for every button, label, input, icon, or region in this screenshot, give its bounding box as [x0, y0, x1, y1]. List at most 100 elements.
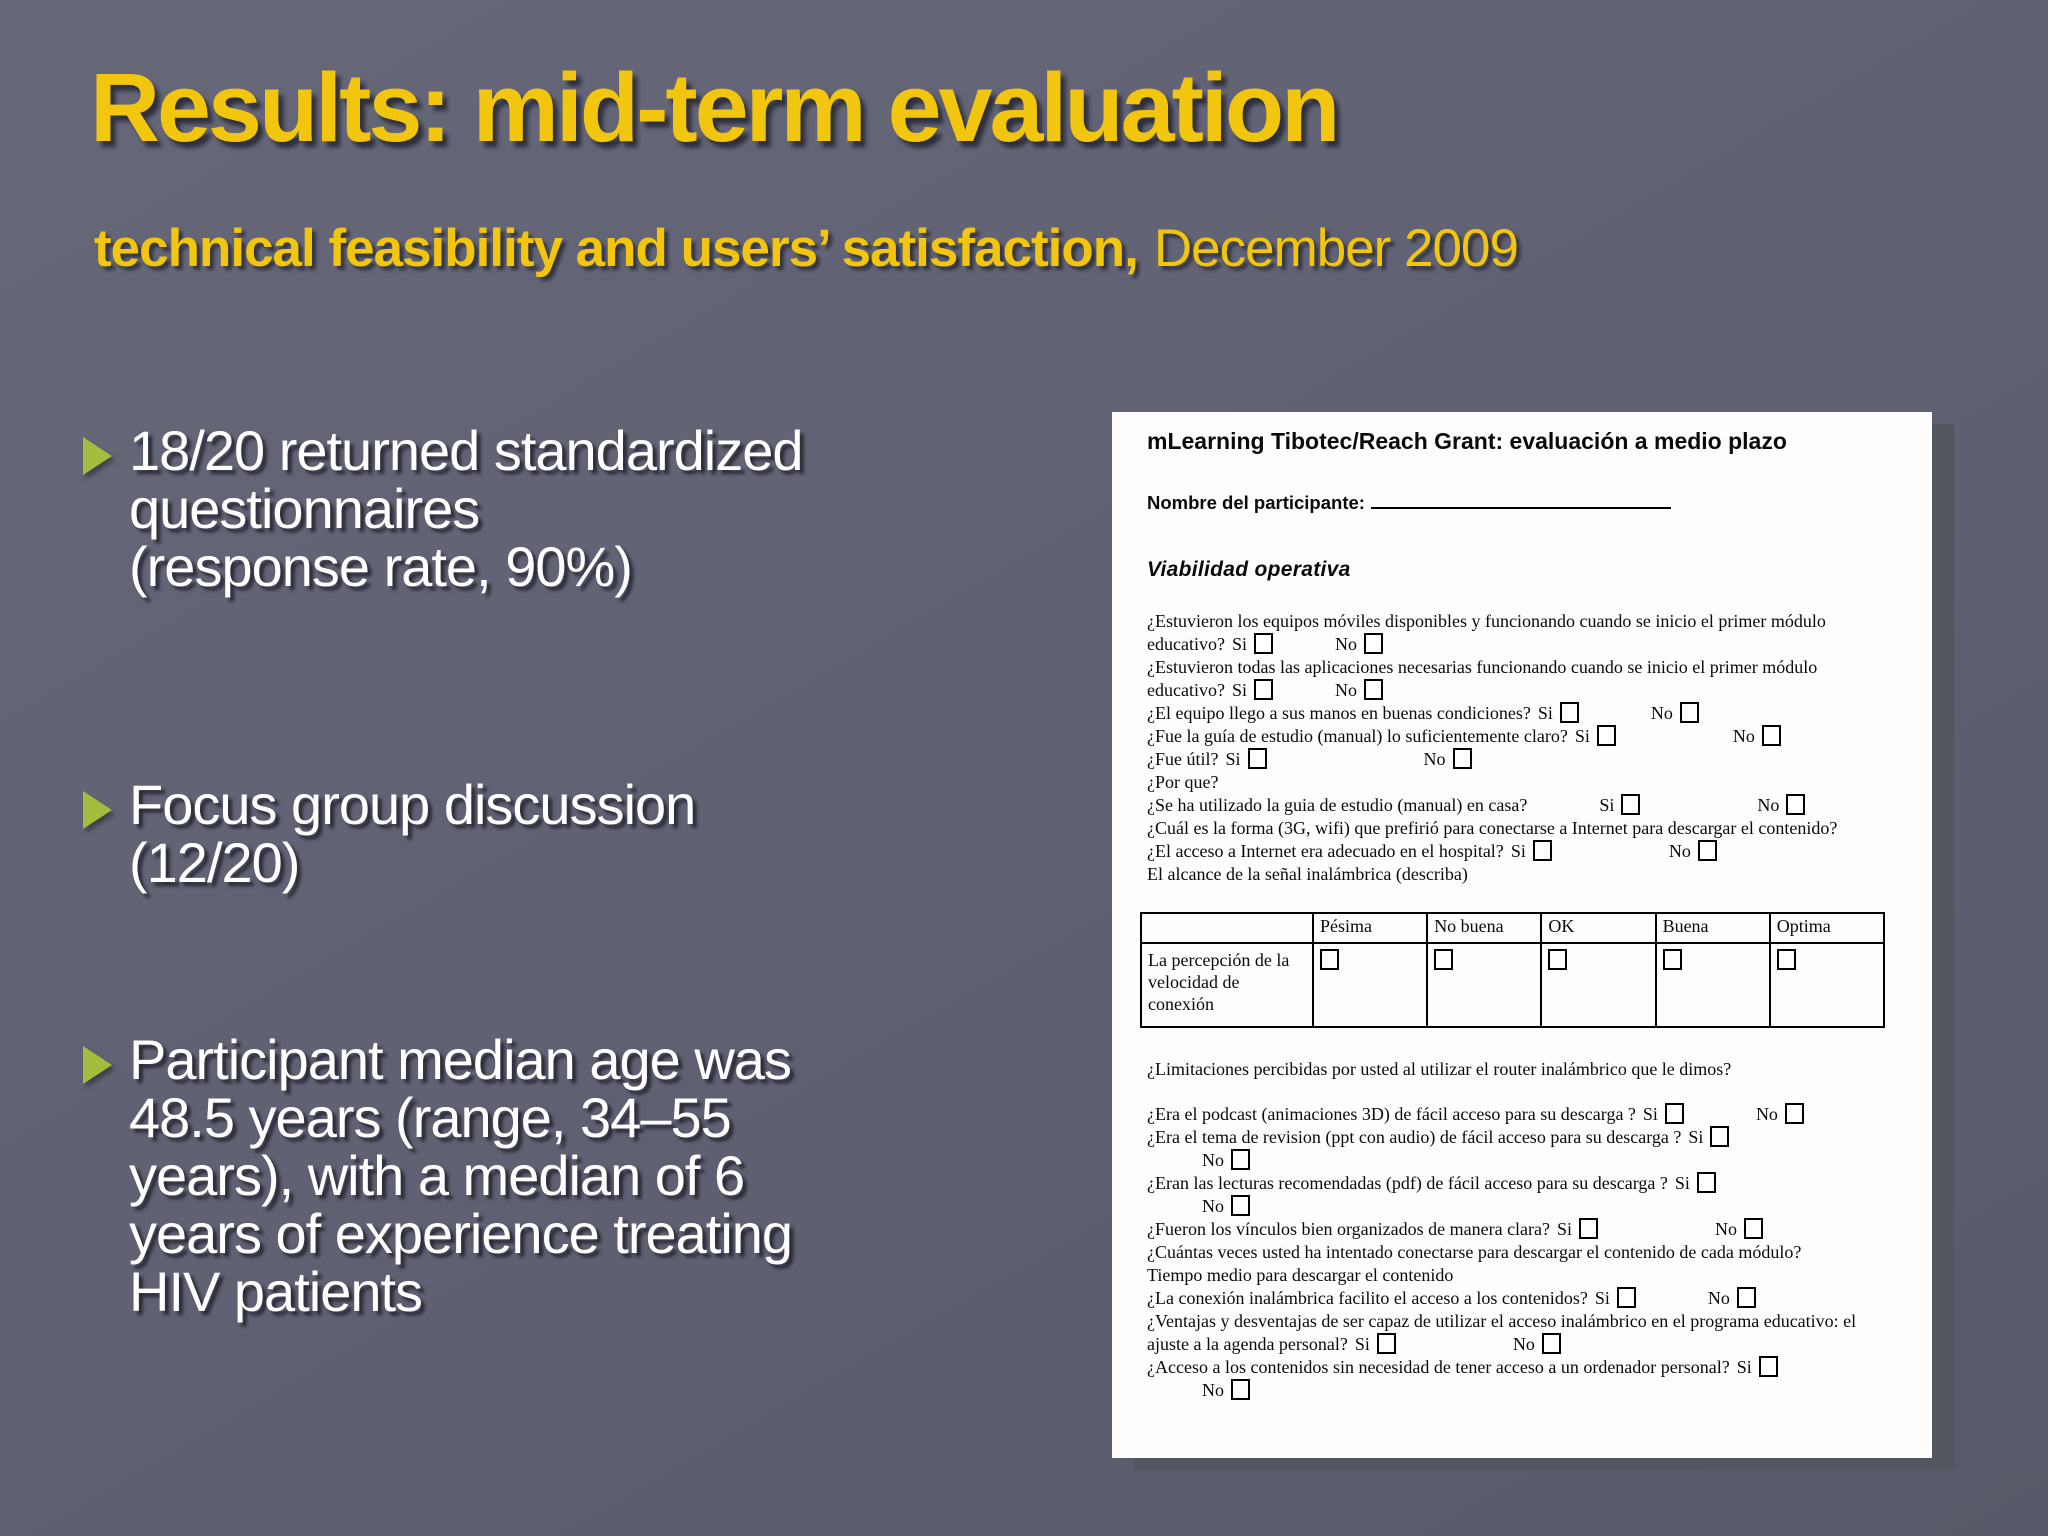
checkbox-icon: [1696, 1172, 1716, 1193]
question: ¿Estuvieron todas las aplicaciones neces…: [1147, 656, 1894, 702]
si-label: Si: [1599, 795, 1615, 815]
rating-table: Pésima No buena OK Buena Optima La perce…: [1140, 912, 1886, 1028]
si-label: Si: [1594, 1288, 1610, 1308]
si-label: Si: [1225, 749, 1241, 769]
question: ¿Eran las lecturas recomendadas (pdf) de…: [1147, 1172, 1894, 1218]
question: ¿Limitaciones percibidas por usted al ut…: [1147, 1058, 1894, 1081]
table-header-cell: [1140, 912, 1314, 944]
no-label: No: [1755, 1104, 1778, 1124]
checkbox-icon: [1776, 949, 1796, 970]
question: ¿Se ha utilizado la guia de estudio (man…: [1147, 794, 1894, 817]
no-label: No: [1512, 1334, 1535, 1354]
slide-subtitle-bold: technical feasibility and users’ satisfa…: [94, 219, 1139, 278]
checkbox-icon: [1786, 794, 1806, 815]
questionnaire-doc: mLearning Tibotec/Reach Grant: evaluació…: [1112, 412, 1932, 1458]
question-text: ¿Se ha utilizado la guia de estudio (man…: [1147, 795, 1528, 815]
table-row: La percepción de la velocidad de conexió…: [1140, 942, 1886, 1028]
question-text: ¿Fueron los vínculos bien organizados de…: [1147, 1219, 1551, 1239]
si-label: Si: [1674, 1173, 1690, 1193]
checkbox-icon: [1679, 702, 1699, 723]
table-header-cell: No buena: [1426, 912, 1543, 944]
checkbox-icon: [1621, 794, 1641, 815]
bullet-line: years), with a median of 6: [129, 1144, 745, 1207]
checkbox-icon: [1744, 1218, 1764, 1239]
question: Tiempo medio para descargar el contenido: [1147, 1264, 1894, 1287]
no-label: No: [1202, 1150, 1224, 1170]
checkbox-icon: [1320, 949, 1339, 970]
bullet-triangle-icon: [83, 437, 112, 475]
question-text: ¿El acceso a Internet era adecuado en el…: [1147, 841, 1504, 861]
checkbox-icon: [1231, 1379, 1250, 1400]
checkbox-icon: [1616, 1287, 1636, 1308]
checkbox-icon: [1532, 840, 1552, 861]
no-label: No: [1202, 1380, 1224, 1400]
slide-subtitle-date: December 2009: [1153, 219, 1519, 278]
question: ¿Cuántas veces usted ha intentado conect…: [1147, 1241, 1894, 1264]
checkbox-icon: [1736, 1287, 1756, 1308]
checkbox-icon: [1710, 1126, 1730, 1147]
question-text: ¿Estuvieron todas las aplicaciones neces…: [1147, 657, 1818, 700]
question-text: ¿Cuál es la forma (3G, wifi) que prefiri…: [1147, 818, 1838, 838]
table-header-cell: OK: [1540, 912, 1657, 944]
table-header-cell: Buena: [1654, 912, 1771, 944]
si-label: Si: [1537, 703, 1553, 723]
question-text: ¿Estuvieron los equipos móviles disponib…: [1147, 611, 1826, 654]
no-label: No: [1732, 726, 1755, 746]
question: El alcance de la señal inalámbrica (desc…: [1147, 863, 1894, 886]
si-label: Si: [1231, 634, 1247, 654]
question: ¿Fue la guía de estudio (manual) lo sufi…: [1147, 725, 1894, 748]
checkbox-icon: [1434, 949, 1454, 970]
no-label: No: [1715, 1219, 1738, 1239]
table-header-cell: Pésima: [1311, 912, 1429, 944]
table-cell: [1654, 942, 1771, 1028]
no-label: No: [1202, 1196, 1224, 1216]
checkbox-icon: [1363, 679, 1383, 700]
question: ¿Fue útil? Si No: [1147, 748, 1894, 771]
slide-subtitle: technical feasibility and users’ satisfa…: [94, 218, 1519, 279]
question: ¿Cuál es la forma (3G, wifi) que prefiri…: [1147, 817, 1894, 840]
question-text: El alcance de la señal inalámbrica (desc…: [1147, 864, 1468, 884]
question: ¿La conexión inalámbrica facilito el acc…: [1147, 1287, 1894, 1310]
question-text: ¿El equipo llego a sus manos en buenas c…: [1147, 703, 1531, 723]
name-field-label: Nombre del participante:: [1147, 492, 1365, 513]
checkbox-icon: [1664, 1103, 1684, 1124]
question-text: ¿Eran las lecturas recomendadas (pdf) de…: [1147, 1173, 1668, 1193]
question: ¿El acceso a Internet era adecuado en el…: [1147, 840, 1894, 863]
question-text: ¿Ventajas y desventajas de ser capaz de …: [1147, 1311, 1857, 1354]
checkbox-icon: [1784, 1103, 1804, 1124]
question: ¿Estuvieron los equipos móviles disponib…: [1147, 610, 1894, 656]
checkbox-icon: [1231, 1149, 1250, 1170]
si-label: Si: [1574, 726, 1590, 746]
bullet-line: years of experience treating: [129, 1202, 793, 1265]
checkbox-icon: [1231, 1195, 1250, 1216]
checkbox-icon: [1452, 748, 1472, 769]
question-text: ¿Cuántas veces usted ha intentado conect…: [1147, 1242, 1802, 1262]
checkbox-icon: [1363, 633, 1383, 654]
table-cell: [1426, 942, 1543, 1028]
question: ¿Era el tema de revision (ppt con audio)…: [1147, 1126, 1894, 1172]
question-text: ¿La conexión inalámbrica facilito el acc…: [1147, 1288, 1588, 1308]
question-text: ¿Acceso a los contenidos sin necesidad d…: [1147, 1357, 1730, 1377]
si-label: Si: [1736, 1357, 1752, 1377]
question: ¿Ventajas y desventajas de ser capaz de …: [1147, 1310, 1894, 1356]
question: ¿Fueron los vínculos bien organizados de…: [1147, 1218, 1894, 1241]
bullet-line: (response rate, 90%): [129, 535, 633, 598]
question-text: ¿Fue la guía de estudio (manual) lo sufi…: [1147, 726, 1568, 746]
question-text: ¿Era el podcast (animaciones 3D) de fáci…: [1147, 1104, 1636, 1124]
bullet-line: HIV patients: [129, 1260, 423, 1323]
checkbox-icon: [1697, 840, 1717, 861]
no-label: No: [1334, 634, 1357, 654]
name-field: Nombre del participante:: [1147, 492, 1894, 516]
bullet-line: (12/20): [129, 831, 300, 894]
table-row-label: La percepción de la velocidad de conexió…: [1140, 942, 1314, 1028]
si-label: Si: [1688, 1127, 1704, 1147]
question-text: ¿Por que?: [1147, 772, 1219, 792]
checkbox-icon: [1247, 748, 1267, 769]
bullet-item: Focus group discussion (12/20): [83, 776, 1139, 892]
name-blank-line: [1370, 492, 1671, 509]
table-cell: [1768, 942, 1886, 1028]
question: ¿Era el podcast (animaciones 3D) de fáci…: [1147, 1103, 1894, 1126]
checkbox-icon: [1376, 1333, 1396, 1354]
bullet-item: 18/20 returned standardized questionnair…: [83, 422, 1139, 596]
